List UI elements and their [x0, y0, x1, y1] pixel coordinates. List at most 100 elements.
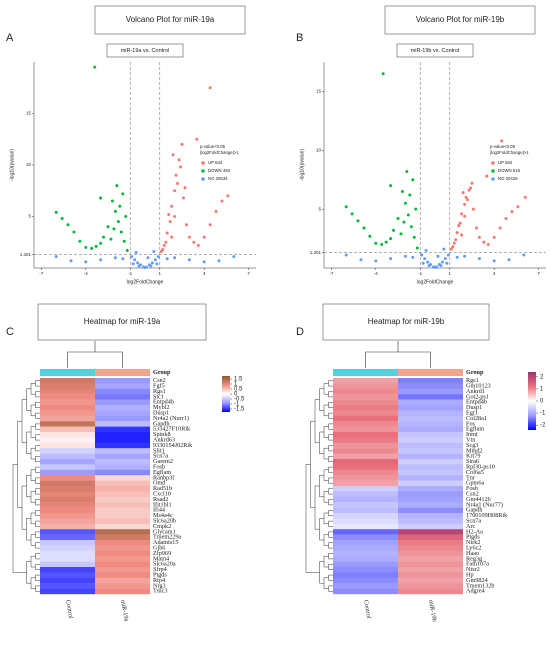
heatmap-cell — [398, 502, 463, 508]
heatmap-cell — [95, 550, 150, 557]
point — [392, 228, 396, 232]
point — [400, 189, 404, 193]
chart-subtitle: miR-19b vs. Control — [411, 48, 460, 54]
point — [455, 255, 459, 259]
row-label: Ptgds — [466, 534, 480, 541]
legend-name: DOWN — [208, 168, 222, 173]
heatmap-cell — [398, 464, 463, 470]
heatmap-cell — [95, 496, 150, 503]
color-tick-label: -2 — [540, 423, 546, 429]
legend-title: p-value<0.05 — [490, 144, 516, 149]
row-label: Gapdh — [153, 420, 170, 427]
heatmap-cell — [333, 399, 398, 406]
row-label: Egflam — [466, 426, 484, 433]
point — [156, 255, 160, 259]
heatmap-cell — [40, 561, 95, 568]
point — [171, 153, 175, 157]
heatmap-cell — [333, 545, 398, 551]
heatmap-cell — [333, 421, 398, 427]
heatmap-cell — [40, 534, 95, 541]
heatmap-cell — [40, 518, 95, 524]
point — [344, 253, 348, 257]
point — [482, 240, 486, 244]
row-label: Tnr — [466, 474, 475, 481]
heatmap-cell — [333, 567, 398, 573]
point — [122, 239, 126, 243]
point — [389, 237, 393, 241]
point — [208, 223, 212, 227]
legend-title: p-value<0.05 — [200, 144, 226, 149]
row-label: Col6a5 — [466, 469, 484, 476]
point — [118, 204, 122, 208]
row-label: Ms4a4c — [153, 512, 173, 519]
heatmap-cell — [95, 572, 150, 578]
heatmap-cell — [398, 534, 463, 541]
heatmap-cell — [40, 540, 95, 546]
row-label: Egr1 — [466, 410, 478, 417]
row-label: Fam107a — [466, 561, 489, 568]
heatmap-cell — [333, 577, 398, 584]
point — [167, 212, 171, 216]
point — [99, 196, 103, 200]
point — [78, 239, 82, 243]
point — [522, 253, 526, 257]
point — [136, 261, 140, 265]
row-label: Gm44126 — [466, 496, 491, 503]
row-label: Adgre4 — [466, 588, 485, 595]
heatmap-cell — [398, 453, 463, 460]
point — [54, 255, 58, 259]
x-tick-label: -1 — [128, 271, 132, 276]
color-tick-label: -1.5 — [234, 407, 245, 413]
row-label: Entpd4b — [466, 399, 487, 406]
y-axis-label: -log10(pvalue) — [9, 149, 15, 181]
heatmap-cell — [95, 464, 150, 470]
point — [445, 261, 449, 265]
y-tick-label: 15 — [316, 89, 322, 94]
row-label: Cxcl10 — [153, 491, 171, 498]
row-label: Fosb — [153, 464, 165, 471]
column-label: Control — [362, 599, 372, 619]
heatmap-cell — [333, 442, 398, 449]
point — [116, 220, 120, 224]
point — [149, 264, 153, 268]
heatmap-cell — [398, 442, 463, 449]
point — [389, 184, 393, 188]
heatmap-cell — [333, 529, 398, 535]
heatmap-cell — [40, 448, 95, 454]
point — [485, 174, 489, 178]
heatmap-cell — [95, 540, 150, 546]
heatmap-cell — [95, 421, 150, 427]
heatmap-cell — [398, 426, 463, 433]
heatmap-cell — [95, 534, 150, 541]
point — [202, 260, 206, 264]
heatmap-cell — [333, 572, 398, 578]
row-label: Ly6c2 — [466, 545, 481, 552]
heatmap-cell — [40, 442, 95, 449]
point — [507, 258, 511, 262]
point — [477, 235, 481, 239]
row-label: Got2-ps1 — [466, 393, 489, 400]
heatmap-cell — [95, 529, 150, 535]
heatmap-cell — [333, 588, 398, 595]
color-tick-label: 1.5 — [234, 377, 243, 383]
heatmap-cell — [398, 469, 463, 476]
heatmap-cell — [40, 496, 95, 503]
heatmap-cell — [95, 588, 150, 595]
point — [102, 235, 106, 239]
heatmap-cell — [95, 545, 150, 551]
row-label: 9330154J02Rik — [153, 442, 193, 449]
x-tick-label: -7 — [39, 271, 43, 276]
row-label: Ptgds — [153, 572, 167, 579]
point — [443, 257, 447, 261]
column-dendrogram — [365, 341, 431, 368]
facet-strip — [396, 43, 474, 58]
heatmap-cell — [40, 523, 95, 530]
point — [446, 253, 450, 257]
heatmap-cell — [95, 437, 150, 443]
x-tick-label: -7 — [329, 271, 333, 276]
point — [152, 250, 156, 254]
heatmap-cell — [333, 561, 398, 568]
chart-subtitle: miR-19a vs. Control — [121, 48, 170, 54]
point — [109, 237, 113, 241]
row-label: Ankrd63 — [153, 437, 175, 444]
